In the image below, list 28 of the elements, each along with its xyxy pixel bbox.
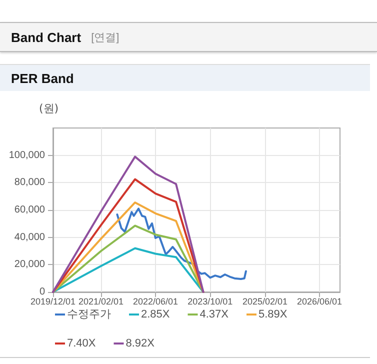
legend-label: 8.92X xyxy=(126,338,156,350)
legend-label: 2.85X xyxy=(141,308,170,320)
line-series xyxy=(52,224,204,293)
x-tick-label: 2022/06/01 xyxy=(132,296,178,306)
y-tick-label: 100,000 xyxy=(8,150,46,161)
x-tick-label: 2025/02/01 xyxy=(242,296,288,306)
line-series xyxy=(52,178,204,293)
line-series xyxy=(52,201,204,293)
y-tick-label: 20,000 xyxy=(14,259,46,270)
y-axis-title: (원) xyxy=(39,102,59,115)
y-tick-label: 40,000 xyxy=(14,232,46,243)
x-tick-label: 2019/12/01 xyxy=(30,296,76,306)
x-tick-label: 2023/10/01 xyxy=(188,296,233,306)
line-series xyxy=(52,156,204,293)
line-series xyxy=(116,208,247,280)
y-tick-label: 60,000 xyxy=(14,204,46,216)
text: PER Band xyxy=(11,70,74,86)
line-series xyxy=(52,247,204,293)
legend-label: 4.37X xyxy=(200,308,230,320)
legend-label: 7.40X xyxy=(67,338,96,350)
x-tick-label: 2021/02/01 xyxy=(78,296,124,306)
legend-label: 수정주가 xyxy=(67,308,111,320)
chart-subtitle: [연결] xyxy=(91,30,120,44)
y-tick-label: 80,000 xyxy=(14,177,46,188)
x-tick-label: 2026/06/01 xyxy=(296,296,342,306)
chart-title: Band Chart xyxy=(11,30,82,44)
y-tick-label: 0 xyxy=(39,286,46,298)
legend-label: 5.89X xyxy=(258,308,288,320)
